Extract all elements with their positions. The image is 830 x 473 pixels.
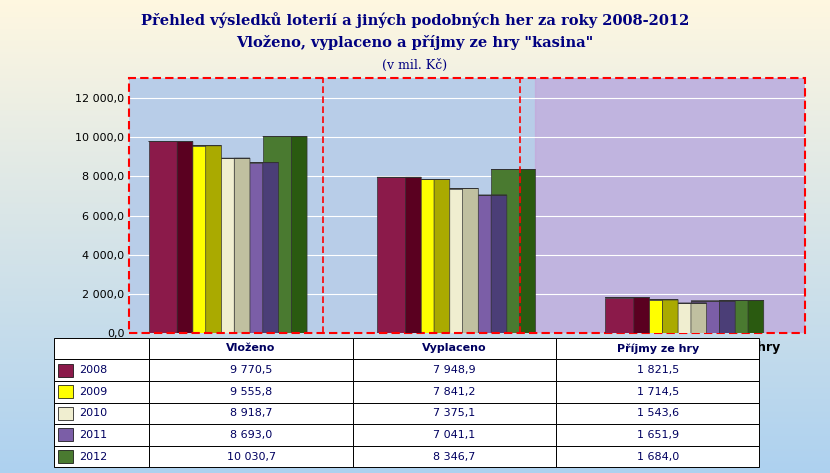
Text: 1 821,5: 1 821,5 [637, 365, 679, 375]
Polygon shape [406, 177, 421, 333]
Bar [54, 424, 149, 446]
Bar [491, 169, 520, 333]
Polygon shape [520, 169, 535, 333]
Bar [177, 146, 206, 333]
Bar [662, 303, 691, 333]
Bar [54, 338, 149, 359]
Text: Vloženo, vyplaceno a příjmy ze hry "kasina": Vloženo, vyplaceno a příjmy ze hry "kasi… [237, 35, 593, 51]
Text: 2010: 2010 [79, 408, 107, 418]
Polygon shape [462, 189, 478, 333]
Polygon shape [291, 136, 307, 333]
Polygon shape [748, 300, 764, 333]
Bar [691, 301, 720, 333]
Bar [54, 381, 149, 403]
Polygon shape [434, 179, 450, 333]
Bar [353, 338, 556, 359]
Bar [234, 163, 263, 333]
Bar [353, 424, 556, 446]
Bar [54, 403, 149, 424]
Bar [377, 177, 406, 333]
Polygon shape [691, 303, 706, 333]
Bar [634, 300, 662, 333]
Bar [54, 446, 149, 467]
Bar [556, 338, 759, 359]
Bar [535, 78, 818, 333]
Bar [556, 359, 759, 381]
Bar [556, 381, 759, 403]
Text: 7 375,1: 7 375,1 [433, 408, 476, 418]
Text: 7 948,9: 7 948,9 [433, 365, 476, 375]
Bar [605, 298, 634, 333]
Text: 8 346,7: 8 346,7 [433, 452, 476, 462]
Bar [58, 429, 73, 441]
Text: Příjmy ze hry: Příjmy ze hry [617, 343, 699, 354]
Bar [58, 450, 73, 463]
Text: Přehled výsledků loterií a jiných podobných her za roky 2008-2012: Přehled výsledků loterií a jiných podobn… [141, 12, 689, 28]
Bar [434, 189, 462, 333]
Text: 10 030,7: 10 030,7 [227, 452, 276, 462]
Bar [263, 136, 291, 333]
Text: Vloženo: Vloženo [227, 343, 276, 353]
Text: 1 684,0: 1 684,0 [637, 452, 679, 462]
Bar [149, 359, 353, 381]
Polygon shape [263, 163, 279, 333]
Polygon shape [206, 146, 222, 333]
Text: 2008: 2008 [79, 365, 107, 375]
Polygon shape [634, 298, 650, 333]
Bar [206, 158, 234, 333]
Polygon shape [177, 141, 193, 333]
Bar [353, 381, 556, 403]
Text: Vyplaceno: Vyplaceno [422, 343, 486, 353]
Bar [149, 446, 353, 467]
Text: 1 543,6: 1 543,6 [637, 408, 679, 418]
Text: 7 841,2: 7 841,2 [433, 387, 476, 397]
Text: 2009: 2009 [79, 387, 107, 397]
Bar [353, 446, 556, 467]
Bar [129, 78, 805, 333]
Bar [353, 359, 556, 381]
Bar [556, 424, 759, 446]
Bar [556, 446, 759, 467]
Bar [54, 359, 149, 381]
Bar [58, 385, 73, 398]
Bar [149, 141, 177, 333]
Polygon shape [720, 301, 735, 333]
Bar [149, 424, 353, 446]
Bar [58, 364, 73, 377]
Bar [58, 407, 73, 420]
Text: 9 770,5: 9 770,5 [230, 365, 272, 375]
Bar [353, 403, 556, 424]
Text: 8 918,7: 8 918,7 [230, 408, 272, 418]
Text: 8 693,0: 8 693,0 [230, 430, 272, 440]
Text: 1 714,5: 1 714,5 [637, 387, 679, 397]
Bar [462, 195, 491, 333]
Text: 7 041,1: 7 041,1 [433, 430, 476, 440]
Text: 2012: 2012 [79, 452, 107, 462]
Polygon shape [491, 195, 507, 333]
Bar [149, 381, 353, 403]
Bar [149, 403, 353, 424]
Bar [149, 338, 353, 359]
Bar [720, 300, 748, 333]
Bar [556, 403, 759, 424]
Bar [406, 179, 434, 333]
Polygon shape [662, 300, 678, 333]
Text: 1 651,9: 1 651,9 [637, 430, 679, 440]
Text: 2011: 2011 [79, 430, 107, 440]
Text: (v mil. Kč): (v mil. Kč) [383, 59, 447, 72]
Polygon shape [234, 158, 250, 333]
Text: 9 555,8: 9 555,8 [230, 387, 272, 397]
